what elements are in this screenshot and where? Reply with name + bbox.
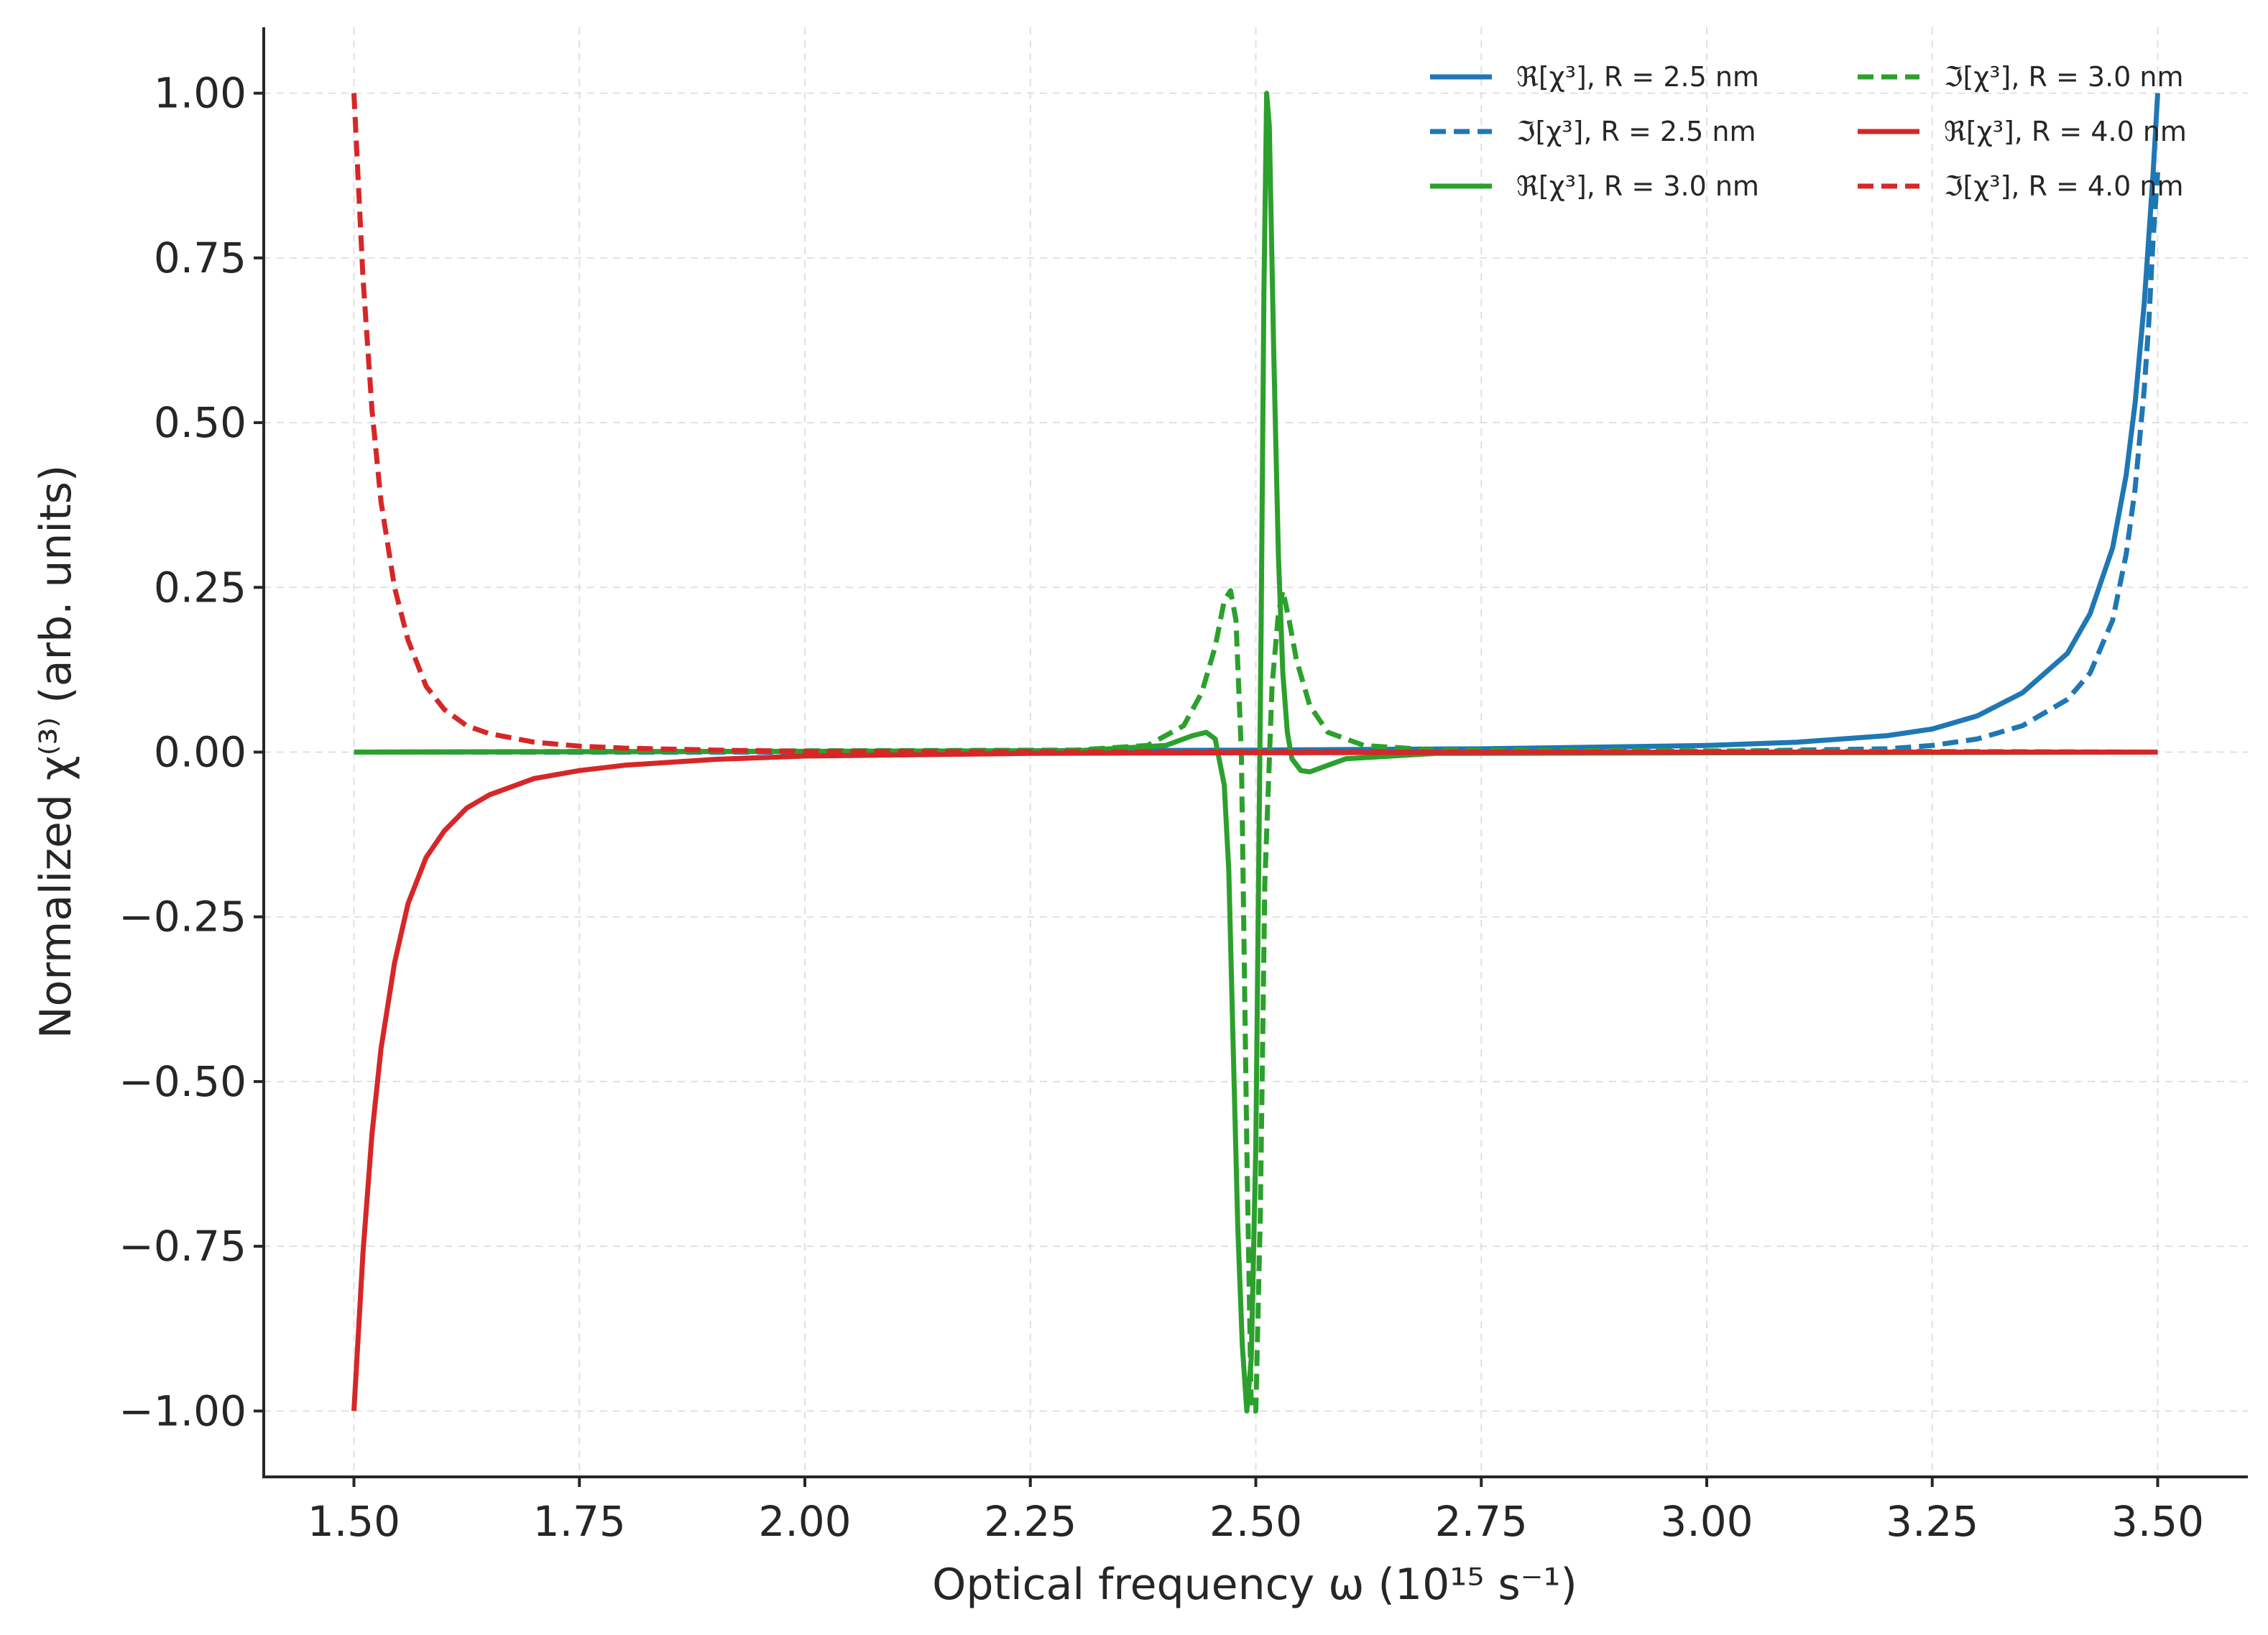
y-tick-label: −0.75 <box>119 1222 246 1271</box>
x-ticks: 1.50 1.75 2.00 2.25 2.50 2.75 3.00 3.25 3.50 <box>308 1477 2204 1546</box>
series-line-4 <box>354 588 2158 1414</box>
x-tick-label: 1.50 <box>308 1497 400 1546</box>
y-tick-label: 0.25 <box>154 563 246 612</box>
plot-series <box>351 91 2160 1414</box>
x-tick-label: 1.75 <box>533 1497 626 1546</box>
y-tick-label: −0.50 <box>119 1057 246 1106</box>
y-tick-label: 0.00 <box>154 728 246 777</box>
y-tick-label: 0.50 <box>154 398 246 447</box>
x-axis-title: Optical frequency ω (10¹⁵ s⁻¹) <box>932 1560 1577 1610</box>
x-tick-label: 2.00 <box>758 1497 851 1546</box>
y-tick-label: 1.00 <box>154 69 246 118</box>
legend: ℜ[χ³], R = 2.5 nm ℑ[χ³], R = 2.5 nm ℜ[χ³],… <box>1430 61 2187 202</box>
legend-label-1: ℜ[χ³], R = 2.5 nm <box>1516 61 1759 93</box>
y-tick-label: −1.00 <box>119 1386 246 1435</box>
y-axis-title: Normalized χ⁽³⁾ (arb. units) <box>31 465 81 1039</box>
x-tick-label: 3.00 <box>1660 1497 1753 1546</box>
legend-label-4: ℑ[χ³], R = 3.0 nm <box>1944 61 2184 93</box>
legend-label-5: ℜ[χ³], R = 4.0 nm <box>1944 116 2187 147</box>
x-tick-label: 2.50 <box>1209 1497 1302 1546</box>
legend-label-2: ℑ[χ³], R = 2.5 nm <box>1516 116 1756 147</box>
series-line-6 <box>351 93 2158 755</box>
legend-label-3: ℜ[χ³], R = 3.0 nm <box>1516 170 1759 202</box>
y-ticks: 1.00 0.75 0.50 0.25 0.00 −0.25 −0.50 −0.75 −1.00 <box>119 69 264 1435</box>
y-tick-label: −0.25 <box>119 893 246 941</box>
x-tick-label: 2.25 <box>984 1497 1077 1546</box>
y-tick-label: 0.75 <box>154 234 246 282</box>
legend-label-6: ℑ[χ³], R = 4.0 nm <box>1944 170 2184 202</box>
x-tick-label: 3.25 <box>1886 1497 1978 1546</box>
x-tick-label: 3.50 <box>2111 1497 2204 1546</box>
x-tick-label: 2.75 <box>1435 1497 1528 1546</box>
series-line-2 <box>354 172 2160 755</box>
